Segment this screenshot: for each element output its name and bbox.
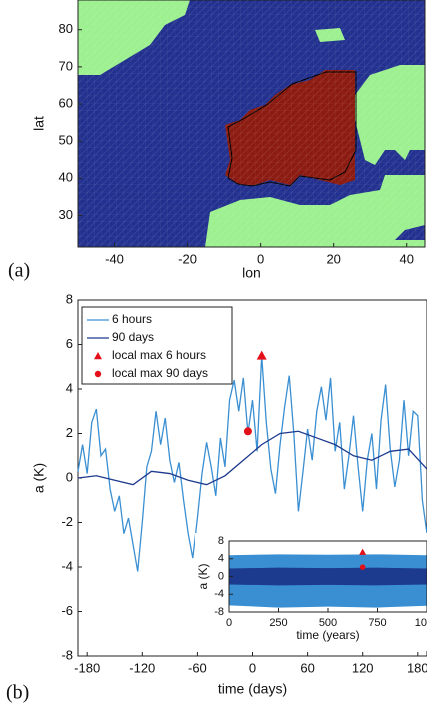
y-tick-label: 8 [66,291,73,306]
y-axis-label: a (K) [31,463,47,493]
marker [243,427,252,436]
y-tick-label: -8 [61,647,73,662]
x-tick-label: 750 [368,617,386,629]
x-tick-label: 60 [300,660,314,675]
x-tick-label: 20 [326,251,340,266]
legend-label: 90 days [112,330,154,344]
x-tick-label: -120 [129,660,155,675]
x-tick-label: 0 [257,251,264,266]
x-tick-label: 40 [400,251,414,266]
legend-label: 6 hours [112,312,152,326]
line [77,355,427,572]
y-tick-label: -4 [214,588,224,600]
band [229,567,427,586]
x-tick-label: -60 [188,660,207,675]
y-tick-label: 30 [59,207,73,222]
frame [77,0,426,248]
line [77,430,427,486]
y-tick-label: 0 [66,469,73,484]
y-tick-label: 80 [59,21,73,36]
x-axis-label: time (years) [296,628,359,642]
panel-label: (b) [6,682,29,704]
y-tick-label: 6 [66,336,73,351]
legend-label: local max 90 days [112,366,208,380]
x-tick-label: 0 [226,617,232,629]
y-tick-label: 50 [59,133,73,148]
map [78,0,425,247]
x-tick-label: -180 [74,660,100,675]
marker [359,564,366,570]
x-tick-label: 120 [352,660,374,675]
panel-label: (a) [8,260,30,282]
x-axis-label: lon [242,265,261,281]
y-tick-label: 40 [59,170,73,185]
x-tick-label: 250 [269,617,287,629]
x-tick-label: 0 [249,660,256,675]
x-tick-label: -20 [178,251,197,266]
legend-label: local max 6 hours [112,348,206,362]
y-axis-label: lat [31,116,47,131]
y-tick-label: -2 [61,514,73,529]
y-tick-label: -8 [214,606,224,618]
y-tick-label: 0 [218,570,224,582]
marker [256,350,267,360]
marker [359,548,367,555]
y-tick-label: 70 [59,58,73,73]
grid-cells [78,0,425,247]
marker [94,370,102,378]
y-axis-label: a (K) [196,563,210,589]
y-tick-label: 8 [218,535,224,547]
y-tick-label: -4 [61,558,73,573]
y-tick-label: -6 [61,603,73,618]
y-tick-label: 4 [66,380,73,395]
marker [94,352,102,360]
frame [228,540,427,613]
y-tick-label: 60 [59,95,73,110]
y-tick-label: 4 [218,553,224,565]
x-axis-label: time (days) [218,681,287,697]
x-tick-label: -40 [105,251,124,266]
y-tick-label: 2 [66,425,73,440]
x-tick-label: 500 [319,617,337,629]
x-tick-label: 180 [407,660,427,675]
x-tick-label: 1000 [415,617,427,629]
